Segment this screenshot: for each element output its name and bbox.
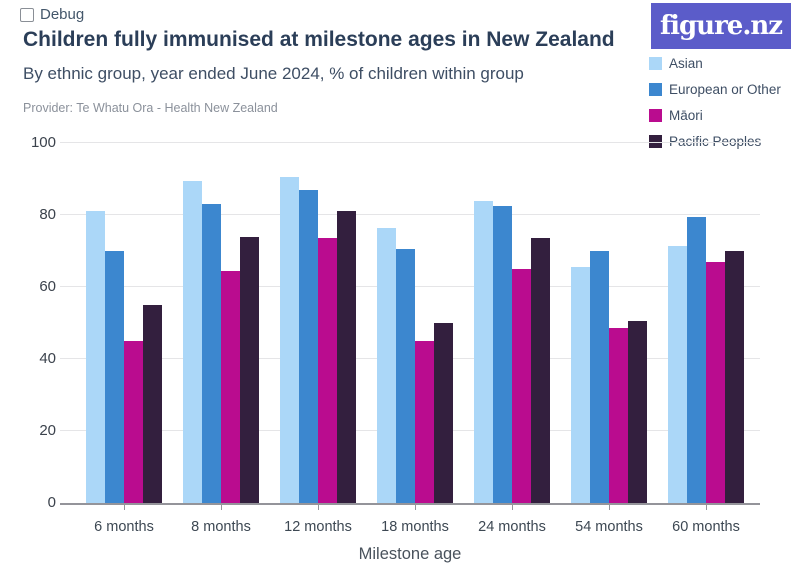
bar-maori-6-months [124,341,143,503]
y-tick-label-0: 0 [47,494,56,511]
x-axis-line [60,503,760,505]
x-tick-label-18-months: 18 months [381,519,449,535]
bar-pacific-peoples-6-months [143,305,162,503]
bar-pacific-peoples-18-months [434,323,453,503]
y-tick-label-80: 80 [39,206,56,223]
x-tick-mark-54-months [609,503,610,510]
bar-maori-54-months [609,328,628,503]
bar-asian-60-months [668,245,687,503]
figure-nz-logo[interactable]: figure.nz [651,3,791,49]
y-tick-label-40: 40 [39,350,56,367]
legend-label-european-or-other: European or Other [669,81,781,97]
bar-european-or-other-60-months [687,216,706,503]
legend-swatch-pacific-peoples [649,134,662,148]
bar-pacific-peoples-12-months [337,211,356,503]
bar-maori-60-months [706,261,725,503]
bar-european-or-other-18-months [396,249,415,503]
x-tick-label-6-months: 6 months [94,519,154,535]
x-tick-label-54-months: 54 months [575,519,643,535]
x-tick-label-8-months: 8 months [191,519,251,535]
legend-swatch-european-or-other [649,82,662,96]
chart-title: Children fully immunised at milestone ag… [23,28,615,51]
chart-subtitle: By ethnic group, year ended June 2024, %… [23,64,524,83]
x-tick-label-12-months: 12 months [284,519,352,535]
x-axis-title: Milestone age [358,545,462,563]
bar-asian-54-months [571,267,590,503]
y-tick-label-60: 60 [39,278,56,295]
legend-swatch-asian [649,56,662,70]
x-tick-mark-18-months [415,503,416,510]
bar-asian-8-months [183,180,202,503]
bar-european-or-other-6-months [105,251,124,503]
legend-label-pacific-peoples: Pacific Peoples [669,133,762,149]
legend-item-asian: Asian [649,55,781,71]
bar-pacific-peoples-8-months [240,236,259,503]
legend-label-maori: Māori [669,107,703,123]
gridline-y-80 [60,214,760,215]
bar-pacific-peoples-54-months [628,321,647,503]
x-tick-mark-12-months [318,503,319,510]
bar-maori-12-months [318,238,337,503]
x-tick-mark-24-months [512,503,513,510]
legend-swatch-maori [649,108,662,122]
bar-european-or-other-24-months [493,206,512,503]
x-tick-label-24-months: 24 months [478,519,546,535]
bar-european-or-other-8-months [202,204,221,503]
debug-toggle[interactable]: Debug [20,6,84,23]
legend-item-european-or-other: European or Other [649,81,781,97]
y-tick-label-20: 20 [39,422,56,439]
plot-area: 6 months 8 months 12 months 18 months 24 mon… [60,142,760,535]
x-tick-label-60-months: 60 months [672,519,740,535]
bar-asian-12-months [280,177,299,503]
bar-pacific-peoples-60-months [725,251,744,503]
bar-european-or-other-12-months [299,189,318,503]
bar-maori-24-months [512,269,531,503]
legend: Asian European or Other Māori Pacific Peopl… [649,55,781,159]
y-tick-label-100: 100 [30,134,56,151]
gridline-y-100 [60,142,760,143]
bar-maori-8-months [221,270,240,503]
debug-label: Debug [40,6,85,23]
bar-pacific-peoples-24-months [531,238,550,503]
bar-asian-6-months [86,211,105,503]
x-tick-mark-60-months [706,503,707,510]
legend-item-pacific-peoples: Pacific Peoples [649,133,781,149]
bar-maori-18-months [415,341,434,503]
x-tick-mark-6-months [124,503,125,510]
provider-text: Provider: Te Whatu Ora - Health New Zeal… [23,101,278,115]
bar-european-or-other-54-months [590,251,609,503]
debug-checkbox[interactable] [20,7,34,22]
x-tick-mark-8-months [221,503,222,510]
legend-item-maori: Māori [649,107,781,123]
legend-label-asian: Asian [669,55,703,71]
bar-asian-24-months [474,200,493,503]
bar-asian-18-months [377,227,396,503]
